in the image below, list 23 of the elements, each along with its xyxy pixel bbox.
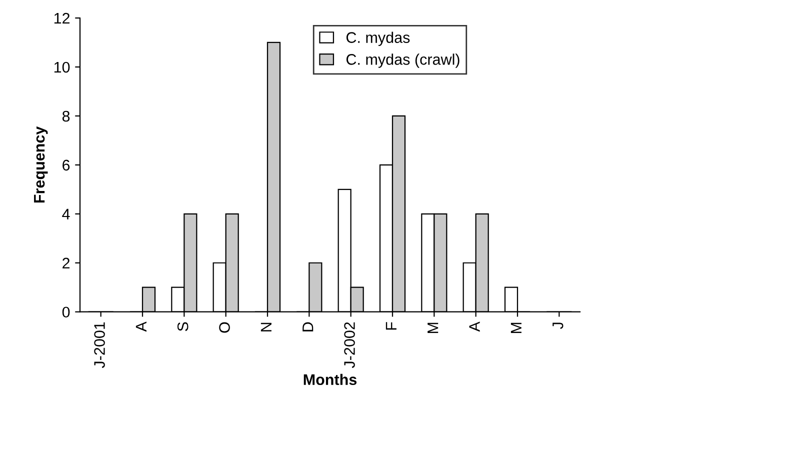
x-axis-title: Months — [304, 374, 357, 386]
x-tick-label: O — [219, 322, 230, 333]
y-tick-label: 12 — [54, 12, 70, 24]
x-tick-label: J-2002 — [344, 322, 355, 368]
y-tick-label: 10 — [54, 62, 70, 73]
y-tick-label: 8 — [62, 110, 70, 122]
x-tick-label: D — [302, 322, 314, 332]
y-tick-label: 2 — [62, 258, 70, 268]
legend-label: C. mydas (crawl) — [346, 54, 460, 68]
y-tick-label: 6 — [62, 160, 70, 171]
x-tick-label: S — [177, 322, 188, 332]
x-tick-label: F — [386, 322, 396, 330]
x-tick-label: J-2001 — [94, 322, 105, 368]
x-tick-label: J — [552, 322, 564, 329]
x-tick-label: M — [510, 322, 522, 334]
x-tick-label: M — [428, 322, 438, 334]
y-tick-label: 4 — [62, 208, 70, 220]
x-tick-label: A — [469, 322, 480, 332]
legend-label: C. mydas — [346, 32, 410, 46]
y-tick-label: 0 — [62, 306, 70, 318]
x-tick-label: N — [260, 322, 272, 332]
y-axis-title: Frequency — [34, 126, 48, 203]
x-tick-label: A — [136, 322, 146, 332]
